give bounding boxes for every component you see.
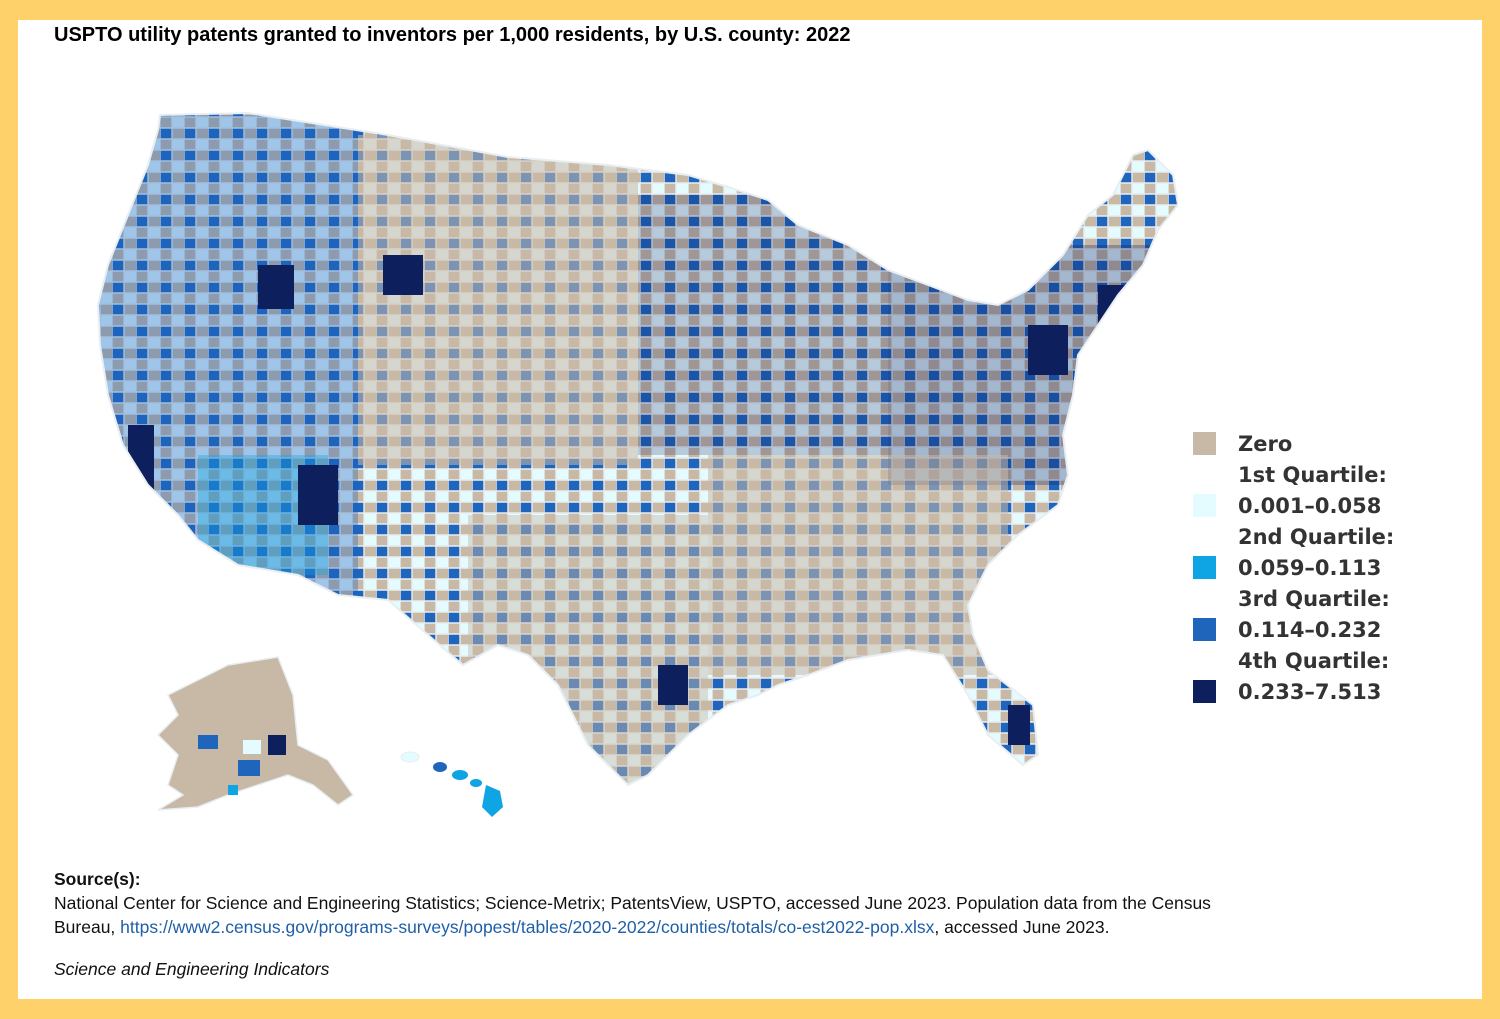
source-line-1: National Center for Science and Engineer… [54,893,1211,913]
legend-swatch-q3 [1193,618,1216,641]
legend-item-q4: 0.233–7.513 [1193,676,1394,707]
legend-title-q3: 3rd Quartile: [1238,586,1390,611]
legend-item-zero: Zero [1193,428,1394,459]
legend-item-q1: 0.001–0.058 [1193,490,1394,521]
map-title: USPTO utility patents granted to invento… [54,24,851,46]
legend-swatch-q4 [1193,680,1216,703]
legend-title-q2: 2nd Quartile: [1238,524,1395,549]
legend-title-q4: 4th Quartile: [1238,648,1390,673]
source-line-2-prefix: Bureau, [54,917,121,937]
census-data-link[interactable]: https://www2.census.gov/programs-surveys… [120,917,935,937]
source-note: Source(s): National Center for Science a… [54,867,1454,939]
legend-label-zero: Zero [1238,431,1293,456]
legend-range-q3: 0.114–0.232 [1238,617,1382,642]
source-label: Source(s): [54,869,141,889]
choropleth-map [88,95,1180,835]
legend-swatch-zero [1193,432,1216,455]
conus-outline [96,111,1180,787]
legend-item-q3: 0.114–0.232 [1193,614,1394,645]
legend-range-q4: 0.233–7.513 [1238,679,1382,704]
source-line-2: Bureau, https://www2.census.gov/programs… [54,915,1454,939]
legend-range-q1: 0.001–0.058 [1238,493,1382,518]
legend-swatch-q1 [1193,494,1216,517]
legend-range-q2: 0.059–0.113 [1238,555,1382,580]
hawaii [400,751,503,817]
publication-footer: Science and Engineering Indicators [54,959,330,979]
legend-item-q2: 0.059–0.113 [1193,552,1394,583]
source-line-2-suffix: , accessed June 2023. [934,917,1110,937]
legend-title-q1: 1st Quartile: [1238,462,1387,487]
legend: Zero 1st Quartile: 0.001–0.058 2nd Quart… [1193,428,1394,707]
legend-swatch-q2 [1193,556,1216,579]
alaska [156,656,355,811]
